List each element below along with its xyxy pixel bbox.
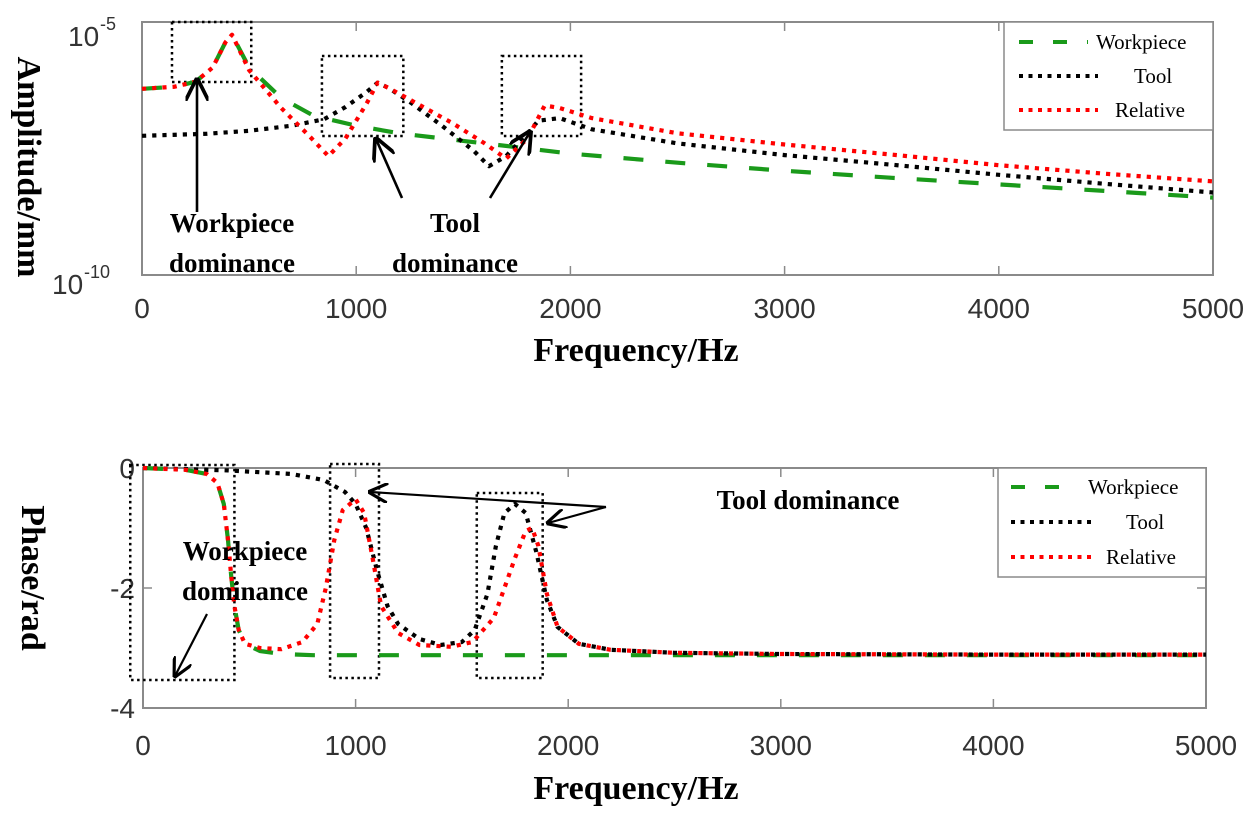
annotation-line: Workpiece	[183, 536, 307, 566]
series-line-tool	[142, 465, 1206, 657]
annotation-line: Workpiece	[170, 208, 294, 238]
annotation-line: dominance	[169, 248, 295, 278]
legend-label-relative: Relative	[1106, 545, 1176, 569]
series-line-workpiece	[141, 32, 1214, 200]
y-tick-label: -4	[110, 693, 135, 724]
phase-chart: 0 1000 2000 3000 4000 5000 0 -2 -4 Phase/rad Fr…	[14, 453, 1237, 807]
series-line-relative	[142, 465, 1206, 657]
x-tick-label: 3000	[750, 730, 812, 761]
legend-label-tool: Tool	[1134, 64, 1172, 88]
annotation-arrow	[376, 139, 404, 199]
annotation-arrow	[548, 505, 607, 523]
phase-y-axis-title: Phase/rad	[14, 505, 51, 651]
phase-highlight-boxes	[128, 462, 544, 682]
x-tick-label: 1000	[324, 730, 386, 761]
legend-label-tool: Tool	[1126, 510, 1164, 534]
x-tick-label: 4000	[962, 730, 1024, 761]
dominance-highlight-box	[500, 54, 583, 138]
phase-x-axis-title: Frequency/Hz	[533, 770, 738, 807]
x-tick-label: 0	[134, 293, 150, 324]
amplitude-x-axis-title: Frequency/Hz	[533, 332, 738, 369]
series-line-relative	[141, 32, 1214, 184]
annotation-line: Tool	[430, 208, 481, 238]
workpiece-dominance-annotation: Workpiece dominance	[169, 80, 295, 278]
y-tick-label: 0	[119, 453, 135, 484]
workpiece-dominance-annotation: Workpiece dominance	[175, 536, 308, 676]
annotation-line: dominance	[392, 248, 518, 278]
legend-label-relative: Relative	[1115, 98, 1185, 122]
dominance-highlight-box	[128, 463, 236, 682]
x-tick-label: 2000	[539, 293, 601, 324]
amplitude-y-tick-bottom: 10 -10	[52, 262, 110, 300]
tool-dominance-annotation: Tool dominance	[370, 485, 899, 523]
phase-series	[142, 465, 1206, 658]
phase-x-ticks: 0 1000 2000 3000 4000 5000	[135, 468, 1237, 761]
annotation-arrow	[175, 613, 208, 676]
amplitude-x-ticks: 0 1000 2000 3000 4000 5000	[134, 22, 1244, 324]
y-tick-label-base: 10	[68, 21, 99, 52]
y-tick-label-exponent: -5	[100, 14, 116, 34]
amplitude-y-tick-top: 10 -5	[68, 14, 116, 52]
x-tick-label: 1000	[325, 293, 387, 324]
annotation-arrow	[370, 492, 607, 509]
x-tick-label: 5000	[1175, 730, 1237, 761]
dominance-highlight-box	[475, 491, 544, 680]
annotation-line: Tool dominance	[717, 485, 900, 515]
phase-legend: Workpiece Tool Relative	[997, 467, 1207, 578]
annotation-line: dominance	[182, 576, 308, 606]
series-line-workpiece	[142, 465, 1206, 658]
y-tick-label-exponent: -10	[84, 262, 110, 282]
amplitude-series	[141, 32, 1214, 200]
x-tick-label: 5000	[1182, 293, 1244, 324]
dominance-highlight-box	[170, 20, 253, 84]
annotation-arrow	[488, 132, 530, 199]
amplitude-y-axis-title: Amplitude/mm	[10, 57, 47, 278]
x-tick-label: 4000	[968, 293, 1030, 324]
x-tick-label: 0	[135, 730, 151, 761]
x-tick-label: 2000	[537, 730, 599, 761]
x-tick-label: 3000	[753, 293, 815, 324]
tool-dominance-annotation: Tool dominance	[376, 132, 530, 278]
y-tick-label-base: 10	[52, 269, 83, 300]
y-tick-label: -2	[110, 573, 135, 604]
legend-label-workpiece: Workpiece	[1088, 475, 1178, 499]
dominance-highlight-box	[328, 462, 381, 680]
legend-label-workpiece: Workpiece	[1096, 30, 1186, 54]
amplitude-chart: 0 1000 2000 3000 4000 5000 10 -5 10 -10 Ampli…	[10, 14, 1244, 369]
amplitude-legend: Workpiece Tool Relative	[1003, 21, 1214, 131]
